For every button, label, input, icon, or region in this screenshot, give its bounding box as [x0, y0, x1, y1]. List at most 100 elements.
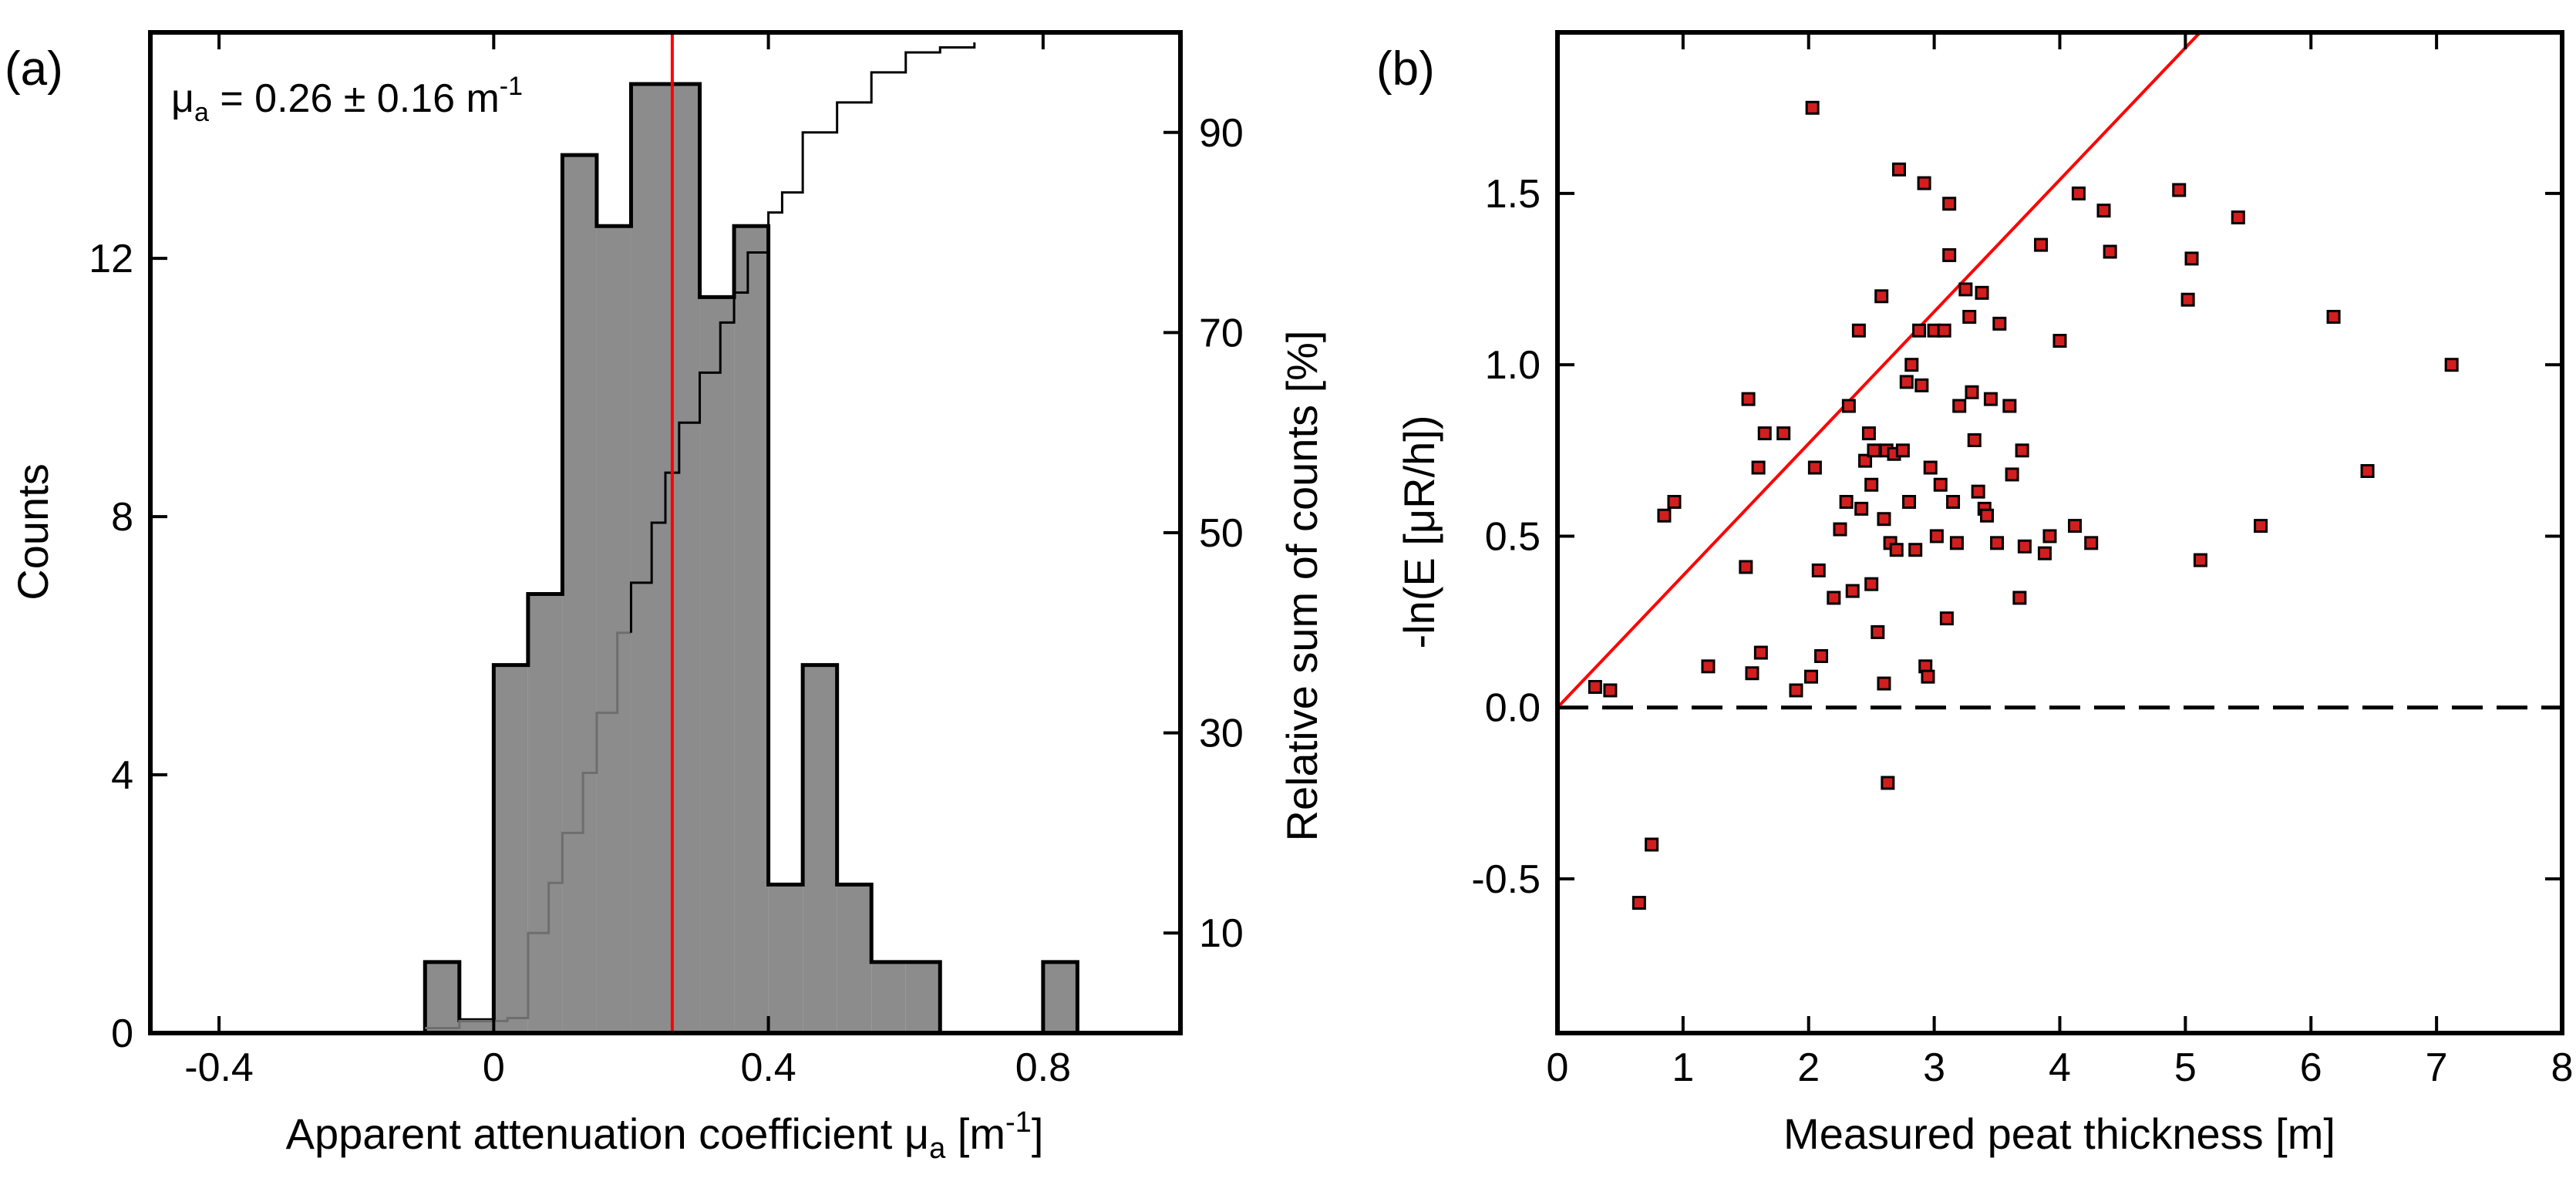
histogram-bar	[425, 961, 460, 1033]
scatter-point	[1867, 443, 1881, 458]
scatter-point	[2071, 186, 2086, 200]
scatter-point	[2005, 467, 2019, 482]
x-axis-label-a: Apparent attenuation coefficient μa [m-1…	[286, 1106, 1044, 1165]
scatter-point	[1753, 645, 1768, 660]
histogram-bar	[768, 884, 803, 1033]
x-tick-label-b: 8	[2551, 1045, 2574, 1090]
scatter-point	[2231, 210, 2245, 225]
y-tick-label-b: -0.5	[1471, 857, 1541, 902]
scatter-point	[1942, 247, 1957, 262]
scatter-point	[1701, 659, 1716, 674]
histogram-bar	[527, 594, 563, 1033]
scatter-point	[1789, 683, 1803, 698]
scatter-point	[2012, 591, 2027, 605]
scatter-point	[1902, 494, 1917, 509]
scatter-point	[1851, 323, 1866, 338]
y2-tick-label-a: 50	[1199, 511, 1244, 556]
histogram-bar	[803, 665, 837, 1033]
scatter-point	[1877, 676, 1891, 691]
y2-tick-label-a: 90	[1199, 111, 1244, 156]
scatter-point	[1858, 453, 1873, 468]
scatter-point	[1899, 375, 1914, 389]
scatter-point	[2052, 334, 2067, 348]
histogram-bar	[459, 1020, 494, 1033]
scatter-point	[2015, 443, 2029, 458]
panel-b: (b) 0 1 2 3 4 5 6 7 8 -0.5 0.0 0.5 1.0 1.5 Measured …	[1376, 30, 2574, 1158]
x-tick-label-a: -0.4	[184, 1045, 254, 1090]
histogram-bars	[423, 82, 1079, 1035]
scatter-point	[1983, 392, 1998, 406]
scatter-point	[2326, 309, 2341, 324]
x-tick-label-b: 7	[2426, 1045, 2448, 1090]
histogram-bar	[905, 961, 941, 1033]
scatter-point	[1992, 316, 2007, 331]
scatter-point	[1881, 776, 1895, 790]
scatter-point	[2180, 292, 2195, 307]
y2-tick-label-a: 30	[1199, 712, 1244, 756]
axes-frame-b	[1555, 30, 2564, 1035]
scatter-point	[1739, 560, 1753, 574]
scatter-point	[1946, 494, 1961, 509]
x-ticks-a: -0.4 0 0.4 0.8	[184, 32, 1071, 1090]
scatter-point	[1980, 508, 1995, 523]
scatter-point	[1939, 611, 1954, 626]
scatter-point	[1895, 443, 1910, 458]
scatter-point	[1814, 649, 1829, 664]
scatter-point	[1921, 669, 1935, 684]
y2-ticks-a: 10 30 50 70 90	[1163, 111, 1244, 956]
scatter-point	[1667, 494, 1682, 509]
y-tick-label-b: 1.5	[1485, 172, 1541, 217]
scatter-point	[1917, 176, 1931, 190]
y-tick-label-b: 0.0	[1485, 686, 1541, 731]
scatter-point	[2360, 463, 2375, 478]
y-axis-label-b: -ln(E [μR/h])	[1395, 416, 1443, 649]
scatter-point	[2444, 358, 2459, 372]
histogram-bar	[699, 297, 735, 1034]
scatter-point	[1942, 197, 1957, 211]
scatter-point	[1603, 683, 1618, 698]
y2-tick-label-a: 70	[1199, 311, 1244, 355]
histogram-bar	[1042, 961, 1078, 1033]
scatter-point	[1657, 508, 1672, 523]
scatter-point	[1929, 529, 1944, 544]
scatter-point	[1952, 399, 1967, 413]
scatter-point	[1975, 285, 1989, 300]
scatter-point	[2254, 519, 2268, 533]
y-axis-label-a: Counts	[8, 463, 57, 600]
scatter-point	[1757, 426, 1772, 441]
scatter-points	[1588, 100, 2459, 910]
scatter-point	[2068, 519, 2083, 533]
scatter-point	[1971, 484, 1985, 499]
histogram-bar	[837, 884, 872, 1033]
cumulative-curve-below-histogram	[425, 631, 631, 1030]
y-ticks-a: 0 4 8 12	[89, 237, 167, 1056]
scatter-point	[2096, 204, 2111, 218]
x-tick-label-b: 3	[1923, 1045, 1945, 1090]
y-tick-label-b: 0.5	[1485, 514, 1541, 559]
scatter-point	[2034, 237, 2049, 252]
scatter-point	[1864, 577, 1879, 591]
scatter-point	[1877, 512, 1891, 527]
scatter-point	[1845, 584, 1860, 598]
scatter-point	[1990, 536, 2005, 550]
scatter-point	[1874, 289, 1889, 304]
scatter-point	[2193, 553, 2207, 567]
scatter-point	[1914, 378, 1929, 392]
histogram-bar	[631, 83, 665, 1034]
scatter-point	[1949, 536, 1964, 550]
scatter-point	[1751, 460, 1766, 475]
histogram-bar	[665, 83, 700, 1034]
y2-axis-label-a: Relative sum of counts [%]	[1278, 331, 1326, 842]
x-ticks-b: 0 1 2 3 4 5 6 7 8	[1547, 32, 2574, 1090]
scatter-point	[1811, 563, 1826, 577]
scatter-point	[1805, 100, 1820, 115]
histogram-bar	[493, 665, 528, 1033]
x-tick-label-a: 0	[483, 1045, 505, 1090]
scatter-point	[2002, 399, 2017, 413]
scatter-point	[1833, 522, 1847, 537]
x-tick-label-b: 6	[2300, 1045, 2322, 1090]
scatter-point	[1892, 162, 1907, 177]
panel-label-a: (a)	[5, 42, 63, 96]
scatter-point	[1804, 669, 1819, 684]
